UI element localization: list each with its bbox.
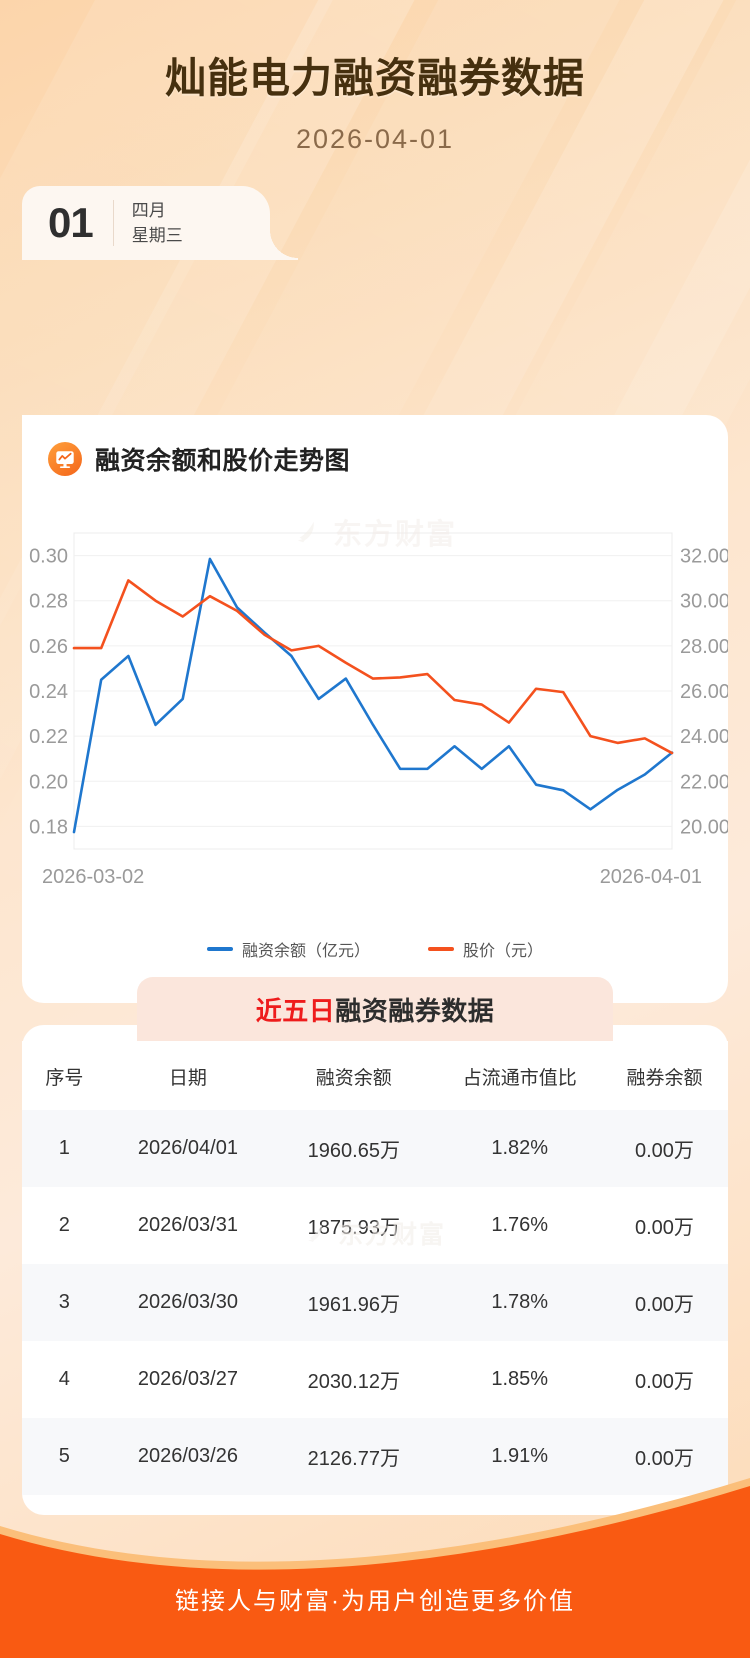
table-title: 近五日融资融券数据 (256, 991, 495, 1028)
legend-item-stock-price: 股价（元） (428, 937, 543, 961)
cell-date: 2026/03/30 (137, 1291, 238, 1313)
page-subtitle-date: 2026-04-01 (295, 124, 455, 154)
y-axis-right-tick-label: 28.00 (680, 636, 728, 658)
y-axis-right-tick-label: 30.00 (680, 591, 728, 613)
y-axis-left-tick-label: 0.18 (29, 816, 68, 838)
line-chart: 东方财富 0.18 0.20 0.22 0.24 0.26 0.28 0.30 20.00 22… (22, 505, 728, 925)
cell-pct-of-float: 1.82% (491, 1137, 549, 1159)
column-header-short-balance: 融券余额 (600, 1041, 728, 1110)
x-axis-tick-label-end: 2026-04-01 (600, 866, 702, 888)
chart-line-stock-price (72, 579, 674, 755)
y-axis-right-tick-label: 32.00 (680, 546, 728, 568)
legend-item-margin-balance: 融资余额（亿元） (206, 937, 370, 961)
legend-label-stock-price: 股价（元） (463, 943, 544, 960)
margin-trading-table: 序号 日期 融资余额 占流通市值比 融券余额 1 2026/04/01 1960.6… (22, 1041, 728, 1495)
column-header-date: 日期 (106, 1041, 270, 1110)
cell-date: 2026/03/26 (137, 1445, 238, 1467)
cell-pct-of-float: 1.78% (491, 1291, 549, 1313)
cell-date: 2026/03/31 (137, 1214, 238, 1236)
table-body: 1 2026/04/01 1960.65万 1.82% 0.00万 2 2026/03/31… (22, 1110, 728, 1495)
cell-margin-balance: 1960.65万 (307, 1140, 400, 1162)
cell-margin-balance: 2126.77万 (307, 1448, 400, 1470)
y-axis-left-tick-label: 0.30 (29, 546, 68, 568)
cell-margin-balance: 1875.93万 (307, 1217, 400, 1239)
table-row: 2 2026/03/31 1875.93万 1.76% 0.00万 (22, 1187, 728, 1264)
legend-swatch-margin-balance (206, 947, 233, 951)
footer-slogan: 链接人与财富·为用户创造更多价值 (175, 1588, 575, 1615)
cell-short-balance: 0.00万 (634, 1448, 694, 1470)
x-axis-tick-label-start: 2026-03-02 (42, 866, 144, 888)
table-title-bar: 近五日融资融券数据 (137, 977, 613, 1041)
cell-short-balance: 0.00万 (634, 1140, 694, 1162)
table-row: 4 2026/03/27 2030.12万 1.85% 0.00万 (22, 1341, 728, 1418)
cell-no: 3 (58, 1291, 70, 1313)
date-tab-day: 01 (48, 199, 94, 246)
cell-pct-of-float: 1.76% (491, 1214, 549, 1236)
date-tab-month: 四月 (131, 200, 166, 220)
column-header-pct-of-float: 占流通市值比 (438, 1041, 601, 1110)
cell-short-balance: 0.00万 (634, 1294, 694, 1316)
table-row: 3 2026/03/30 1961.96万 1.78% 0.00万 (22, 1264, 728, 1341)
chart-section-header: 融资余额和股价走势图 (22, 441, 728, 477)
cell-no: 5 (58, 1445, 70, 1467)
column-header-margin-balance: 融资余额 (269, 1041, 439, 1110)
cell-date: 2026/03/27 (137, 1368, 238, 1390)
page-header: 灿能电力融资融券数据 2026-04-01 (0, 0, 750, 155)
y-axis-left-tick-label: 0.26 (29, 636, 68, 658)
chart-line-margin-balance (72, 557, 674, 834)
y-axis-left-tick-label: 0.20 (29, 771, 68, 793)
chart-card: 融资余额和股价走势图 东方财富 0.18 0.20 0.22 0.24 0.26 0.28… (22, 415, 728, 1003)
cell-no: 4 (58, 1368, 70, 1390)
column-header-no: 序号 (22, 1041, 107, 1110)
date-tab-divider (112, 200, 114, 246)
cell-pct-of-float: 1.85% (491, 1368, 549, 1390)
chart-section-title: 融资余额和股价走势图 (95, 447, 351, 475)
cell-no: 2 (58, 1214, 70, 1236)
cell-pct-of-float: 1.91% (491, 1445, 549, 1467)
chart-canvas: 0.18 0.20 0.22 0.24 0.26 0.28 0.30 20.00 22.00 24… (29, 532, 728, 888)
y-axis-right-tick-label: 24.00 (680, 726, 728, 748)
legend-label-margin-balance: 融资余额（亿元） (241, 943, 370, 960)
table-row: 5 2026/03/26 2126.77万 1.91% 0.00万 (22, 1418, 728, 1495)
table-title-rest: 融资融券数据 (335, 995, 495, 1026)
cell-short-balance: 0.00万 (634, 1371, 694, 1393)
cell-margin-balance: 2030.12万 (307, 1371, 400, 1393)
table-header-row: 序号 日期 融资余额 占流通市值比 融券余额 (22, 1041, 728, 1110)
cell-short-balance: 0.00万 (634, 1217, 694, 1239)
y-axis-left-tick-label: 0.28 (29, 591, 68, 613)
table-title-highlight: 近五日 (255, 995, 336, 1026)
y-axis-left-tick-label: 0.22 (29, 726, 68, 748)
legend-swatch-stock-price (428, 947, 454, 951)
chart-legend: 融资余额（亿元） 股价（元） (22, 937, 728, 961)
footer-curve (0, 1478, 750, 1658)
y-axis-right-tick-label: 26.00 (680, 681, 728, 703)
cell-date: 2026/04/01 (137, 1137, 238, 1159)
y-axis-right-tick-label: 20.00 (680, 816, 728, 838)
page-title: 灿能电力融资融券数据 (165, 55, 585, 101)
cell-no: 1 (58, 1137, 70, 1159)
date-tab: 01 四月 星期三 (22, 186, 298, 260)
chart-monitor-icon (48, 442, 82, 476)
page-footer: 链接人与财富·为用户创造更多价值 (0, 1472, 750, 1658)
cell-margin-balance: 1961.96万 (307, 1294, 400, 1316)
y-axis-left-tick-label: 0.24 (29, 681, 68, 703)
table-row: 1 2026/04/01 1960.65万 1.82% 0.00万 (22, 1110, 728, 1187)
date-tab-weekday: 星期三 (131, 226, 183, 245)
y-axis-right-tick-label: 22.00 (680, 771, 728, 793)
